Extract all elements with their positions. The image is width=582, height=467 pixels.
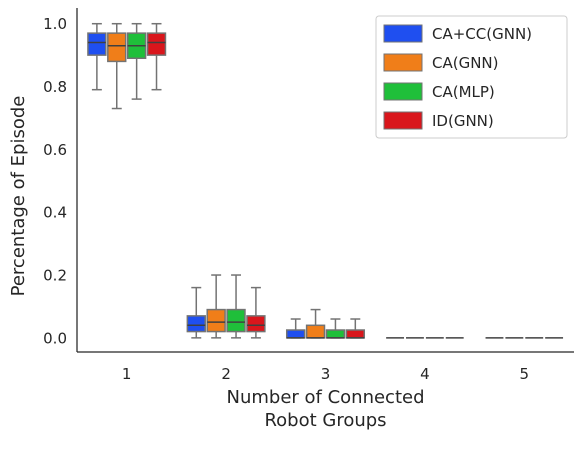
legend-label: CA+CC(GNN) [432, 25, 532, 43]
legend-label: ID(GNN) [432, 112, 494, 130]
series-id-gnn- [146, 22, 564, 339]
box-2 [186, 315, 206, 333]
y-axis-title: Percentage of Episode [8, 96, 29, 297]
legend: CA+CC(GNN) CA(GNN) CA(MLP) ID(GNN) [375, 15, 568, 139]
box-3 [345, 329, 366, 339]
box-3 [285, 329, 306, 339]
legend-label: CA(GNN) [432, 54, 499, 72]
legend-swatch [383, 24, 423, 43]
legend-swatch [383, 82, 423, 101]
series-ca-gnn- [107, 22, 524, 339]
series-ca-mlp- [126, 22, 544, 339]
box-1 [146, 32, 167, 56]
box-2 [246, 315, 266, 333]
legend-swatch [383, 53, 423, 72]
y-tick-label: 1.0 [43, 15, 67, 33]
legend-swatch [383, 111, 423, 130]
box-3 [325, 329, 346, 339]
legend-frame [375, 15, 568, 139]
box-1 [107, 32, 127, 63]
y-axis: 0.0 0.2 0.4 0.6 0.8 1.0 [43, 8, 78, 352]
series-ca-cc-gnn- [87, 22, 504, 339]
y-tick-label: 0.8 [43, 78, 67, 96]
y-tick-label: 0.4 [43, 204, 67, 222]
x-axis-title-line-1: Number of Connected [226, 387, 424, 408]
x-axis: 1 2 3 4 5 [77, 351, 574, 383]
y-tick-label: 0.2 [43, 267, 67, 285]
box-3 [305, 324, 326, 339]
x-tick-label: 1 [122, 365, 132, 383]
box-2 [226, 308, 246, 333]
x-tick-label: 2 [221, 365, 231, 383]
x-tick-label: 5 [520, 365, 530, 383]
box-2 [206, 308, 226, 333]
y-tick-label: 0.6 [43, 141, 67, 159]
x-axis-title-line-2: Robot Groups [264, 410, 386, 431]
legend-label: CA(MLP) [432, 83, 495, 101]
box-1 [87, 32, 107, 56]
y-tick-label: 0.0 [43, 329, 67, 347]
plot-area [87, 22, 564, 339]
x-tick-label: 3 [321, 365, 331, 383]
x-tick-label: 4 [420, 365, 430, 383]
